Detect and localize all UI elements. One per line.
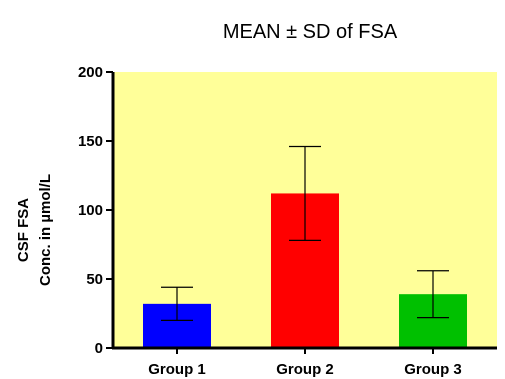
x-tick-label-3: Group 3 <box>404 361 462 378</box>
error-bars <box>161 145 449 321</box>
y-axis-label: CSF FSA Conc. in µmol/L <box>15 174 54 286</box>
y-axis-label-line-2: Conc. in µmol/L <box>37 174 54 286</box>
error-bar-3 <box>417 270 449 319</box>
y-tick-label-0: 0 <box>95 340 103 357</box>
y-tick-label-100: 100 <box>78 202 103 219</box>
error-bar-2 <box>289 145 321 241</box>
error-bar-1 <box>161 286 193 321</box>
x-tick-label-2: Group 2 <box>276 361 334 378</box>
y-tick-label-200: 200 <box>78 64 103 81</box>
y-tick-label-150: 150 <box>78 133 103 150</box>
x-tick-labels: Group 1 Group 2 Group 3 <box>148 361 462 378</box>
chart-title: MEAN ± SD of FSA <box>223 21 398 43</box>
y-ticks: 0 50 100 150 200 <box>78 64 113 357</box>
x-tick-label-1: Group 1 <box>148 361 206 378</box>
y-tick-label-50: 50 <box>86 271 103 288</box>
y-axis-label-line-1: CSF FSA <box>15 198 32 262</box>
